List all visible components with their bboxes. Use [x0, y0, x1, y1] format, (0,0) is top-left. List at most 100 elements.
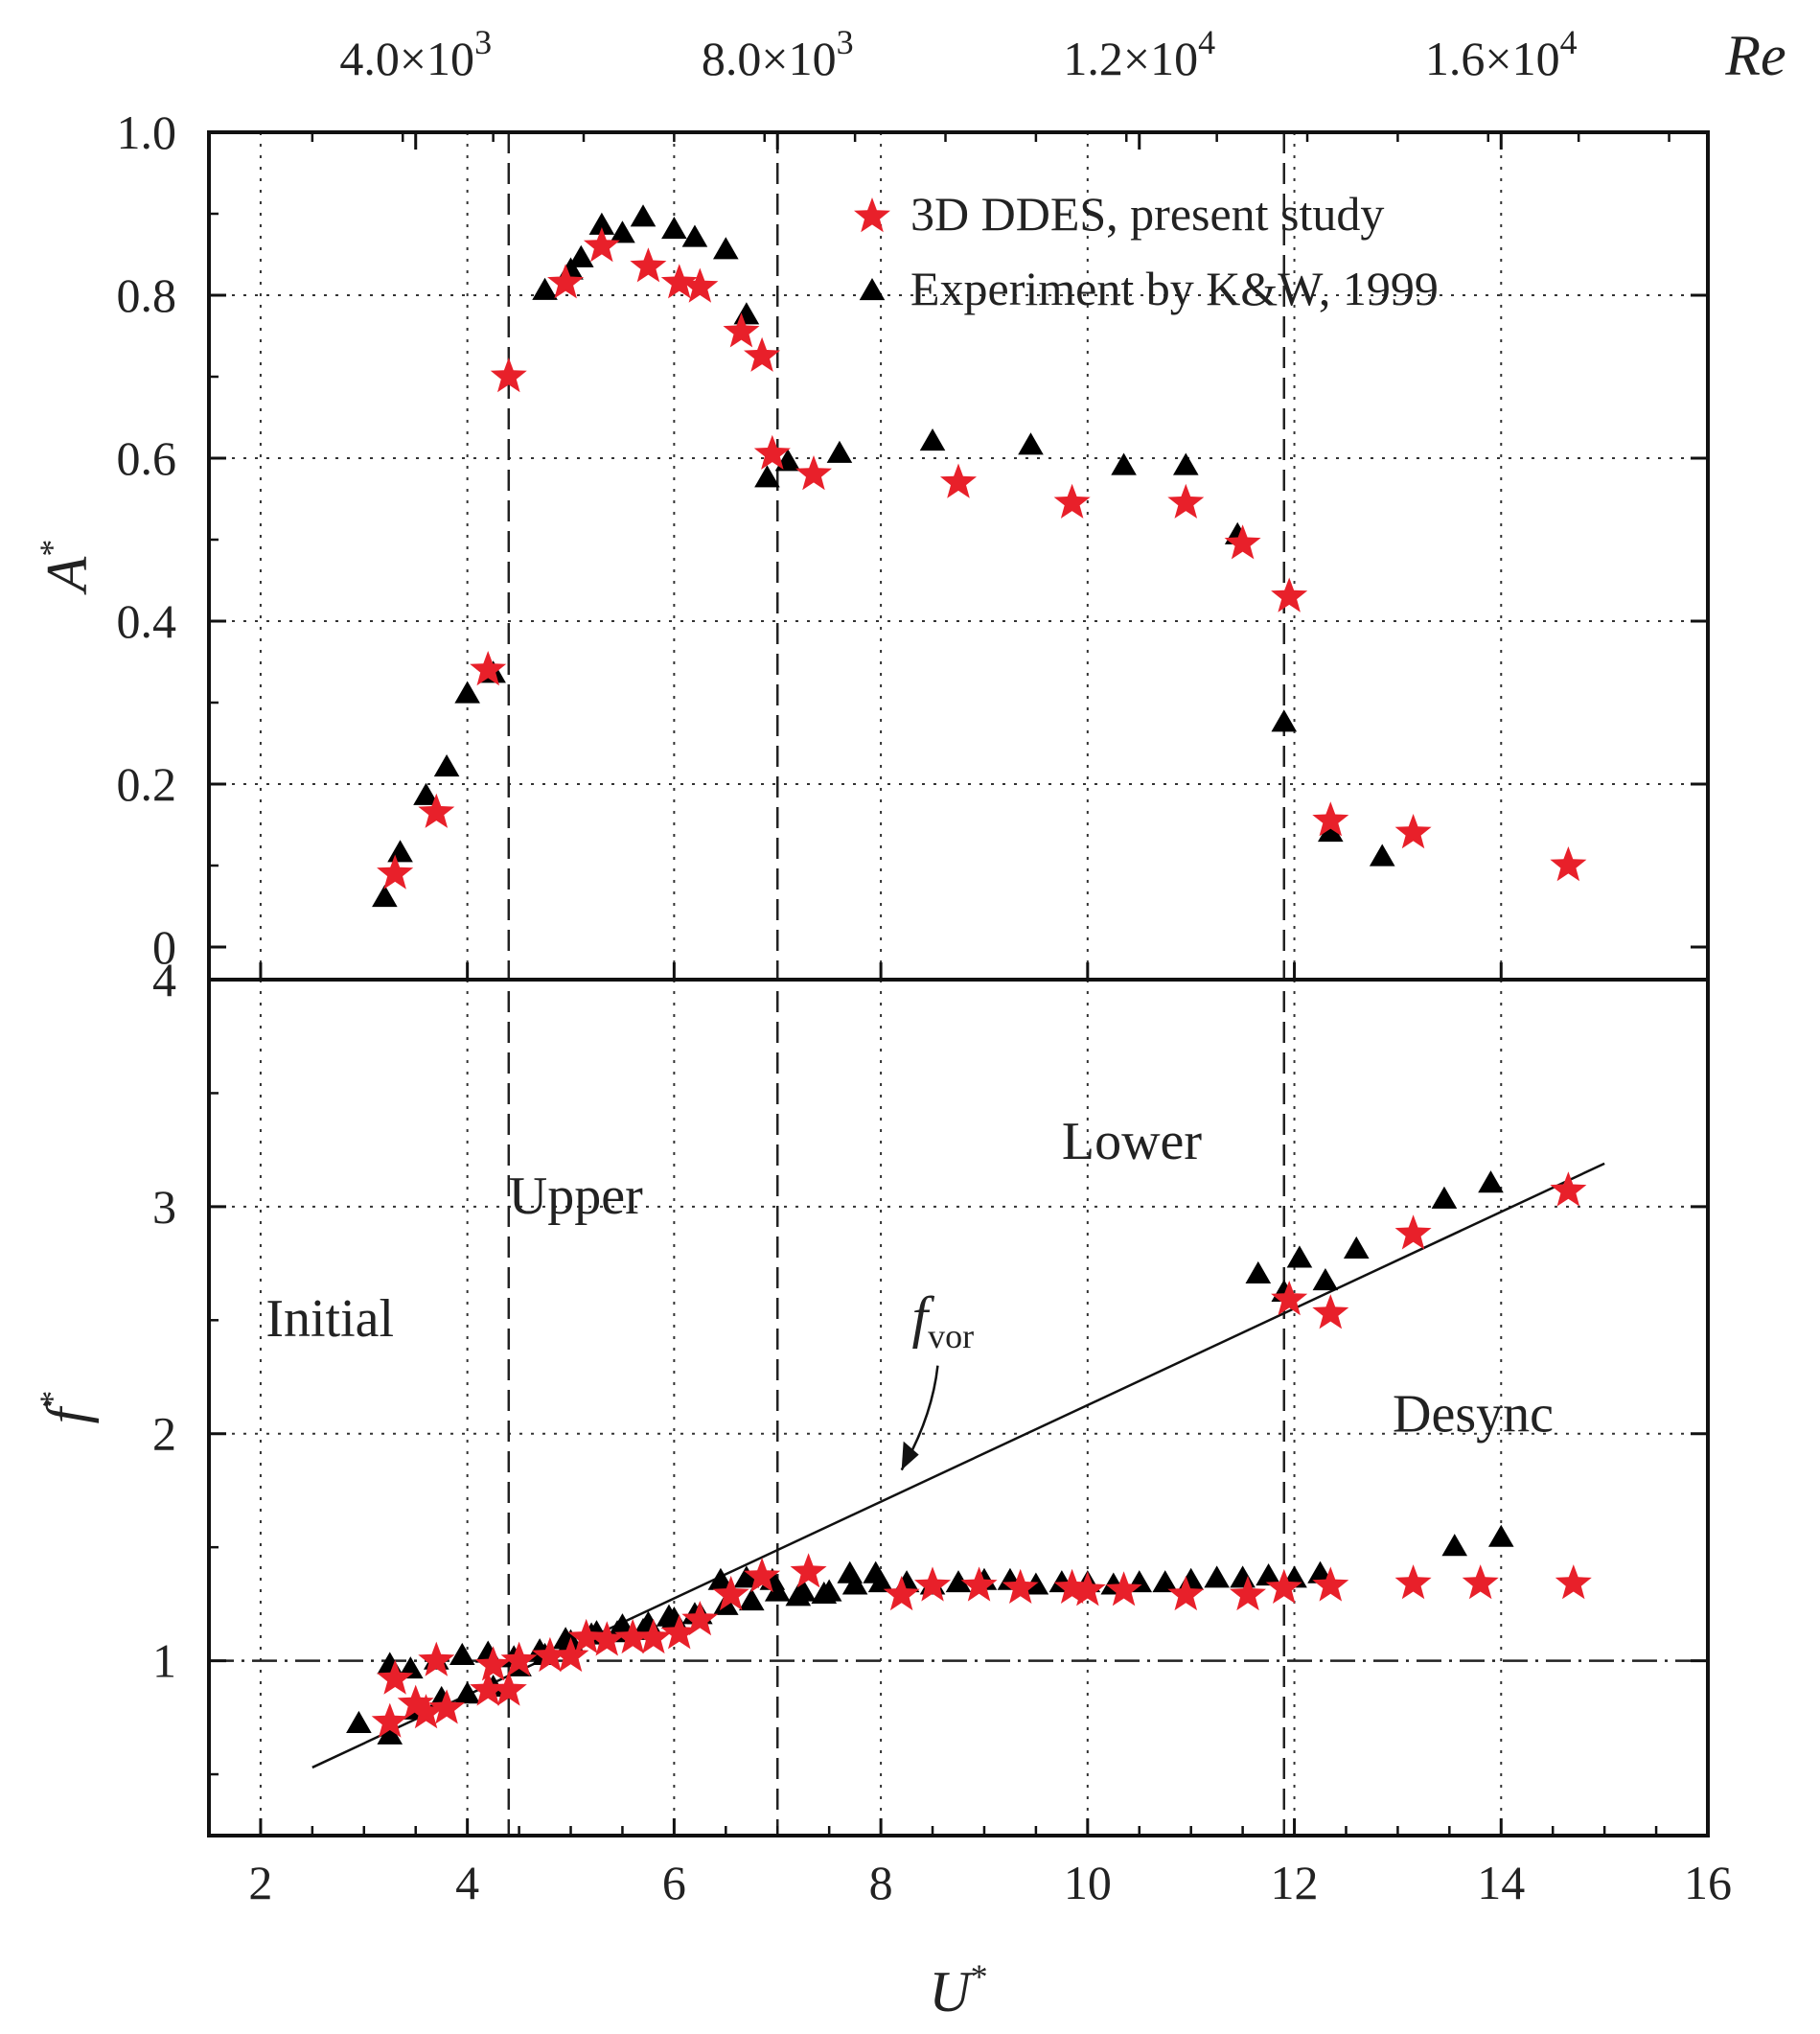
frequency-dd-point	[418, 1641, 455, 1676]
amplitude-exp-point	[919, 428, 946, 451]
frequency-dd-point	[790, 1553, 827, 1588]
x-tick-label: 14	[1477, 1856, 1525, 1909]
frequency-exp-point	[1230, 1565, 1256, 1588]
amplitude-exp-point	[413, 782, 439, 805]
frequency-dd-point	[1167, 1575, 1205, 1611]
amplitude-dd-point	[377, 854, 414, 890]
amplitude-dd-point	[753, 434, 791, 470]
fvor-label: fvor	[911, 1285, 974, 1355]
frequency-dd-point	[1230, 1575, 1266, 1611]
y-tick-label-amplitude: 0	[152, 920, 176, 974]
frequency-exp-point	[1441, 1534, 1468, 1557]
frequency-exp-point	[1152, 1570, 1179, 1593]
plot-frame	[207, 130, 1710, 1838]
legend-marker-dd	[854, 197, 890, 233]
amplitude-dd-point	[547, 264, 585, 299]
amplitude-exp-point	[713, 237, 739, 260]
frequency-dd-point	[377, 1659, 414, 1695]
y-tick-label-frequency: 3	[152, 1180, 176, 1234]
frequency-dd-point	[588, 1621, 626, 1656]
y-tick-label-frequency: 2	[152, 1407, 176, 1461]
frequency-exp-point	[764, 1579, 791, 1602]
x-tick-label: 2	[248, 1856, 272, 1909]
legend-marker-exp	[859, 278, 886, 301]
frequency-dd-point	[470, 1671, 507, 1706]
amplitude-dd-point	[1394, 814, 1432, 849]
y-tick-label-amplitude: 0.2	[117, 757, 177, 811]
amplitude-exp-point	[588, 212, 615, 235]
amplitude-dd-point	[1312, 801, 1349, 837]
frequency-exp-point	[1487, 1524, 1514, 1547]
frequency-dd-point	[1105, 1571, 1142, 1606]
frequency-dd-point	[960, 1566, 998, 1602]
frequency-dd-point	[1265, 1568, 1302, 1604]
frequency-dd-point	[531, 1636, 568, 1673]
amplitude-exp-point	[1172, 452, 1199, 475]
frequency-dd-point	[474, 1646, 512, 1681]
amplitude-dd-point	[681, 267, 719, 303]
re-tick-label: 1.6×104	[1425, 23, 1578, 85]
amplitude-dd-point	[795, 455, 832, 491]
amplitude-exp-point	[1369, 844, 1395, 867]
frequency-exp-point	[1312, 1268, 1339, 1291]
frequency-exp-point	[707, 1567, 734, 1590]
amplitude-exp-point	[433, 754, 460, 777]
amplitude-exp-point	[1018, 432, 1044, 455]
re-tick-label: 8.0×103	[702, 23, 854, 85]
x-tick-label: 10	[1064, 1856, 1112, 1909]
x-tick-label: 6	[662, 1856, 686, 1909]
frequency-exp-point	[1245, 1260, 1272, 1284]
frequency-exp-point	[1256, 1562, 1281, 1586]
amplitude-dd-point	[723, 312, 760, 348]
frequency-dd-point	[490, 1671, 527, 1706]
amplitude-exp-point	[387, 840, 413, 863]
frequency-exp-point	[863, 1560, 889, 1583]
amplitude-dd-point	[1167, 483, 1205, 519]
x-axis-title: U*	[929, 1957, 987, 2023]
y-axis-title-frequency: f*	[33, 1391, 99, 1424]
amplitude-exp-point	[733, 302, 760, 325]
y-axis-title-amplitude: A*	[33, 540, 99, 596]
frequency-exp-point	[811, 1581, 838, 1605]
amplitude-dd-point	[470, 651, 507, 686]
frequency-exp-point	[449, 1642, 475, 1665]
frequency-dd-point	[371, 1702, 408, 1738]
frequency-dd-point	[1271, 1281, 1308, 1316]
amplitude-exp-point	[826, 440, 853, 463]
amplitude-exp-point	[1111, 452, 1137, 475]
legend-label-exp: Experiment by K&W, 1999	[910, 262, 1439, 315]
frequency-exp-point	[738, 1588, 765, 1611]
frequency-dd-point	[614, 1618, 652, 1654]
amplitude-exp-point	[454, 681, 480, 704]
fvor-line	[311, 1162, 1605, 1769]
x-tick-label: 12	[1271, 1856, 1319, 1909]
x-tick-label: 4	[455, 1856, 479, 1909]
region-label-initial: Initial	[265, 1289, 394, 1349]
frequency-dd-point	[883, 1575, 920, 1611]
frequency-dd-point	[634, 1618, 672, 1654]
y-tick-label-amplitude: 1.0	[117, 105, 177, 159]
amplitude-dd-point	[940, 463, 977, 498]
frequency-exp-point	[841, 1572, 868, 1595]
frequency-dd-point	[1002, 1568, 1039, 1604]
frequency-exp-point	[1478, 1170, 1504, 1193]
amplitude-dd-point	[1053, 483, 1091, 519]
amplitude-exp-point	[661, 217, 687, 240]
fvor-arrow-head	[901, 1441, 919, 1470]
frequency-exp-point	[785, 1583, 812, 1606]
frequency-dd-point	[712, 1575, 749, 1611]
frequency-exp-point	[1286, 1245, 1313, 1268]
y-tick-label-frequency: 1	[152, 1634, 176, 1688]
frequency-dd-point	[1394, 1564, 1432, 1600]
y-tick-label-frequency: 4	[152, 953, 176, 1006]
frequency-dd-point	[500, 1641, 538, 1676]
frequency-dd-point	[660, 1614, 698, 1650]
re-axis-title: Re	[1724, 24, 1785, 87]
amplitude-exp-point	[1318, 820, 1344, 843]
re-tick-label: 4.0×103	[339, 23, 492, 85]
frequency-dd-point	[681, 1601, 719, 1636]
amplitude-dd-point	[744, 336, 781, 372]
x-tick-label: 8	[869, 1856, 893, 1909]
